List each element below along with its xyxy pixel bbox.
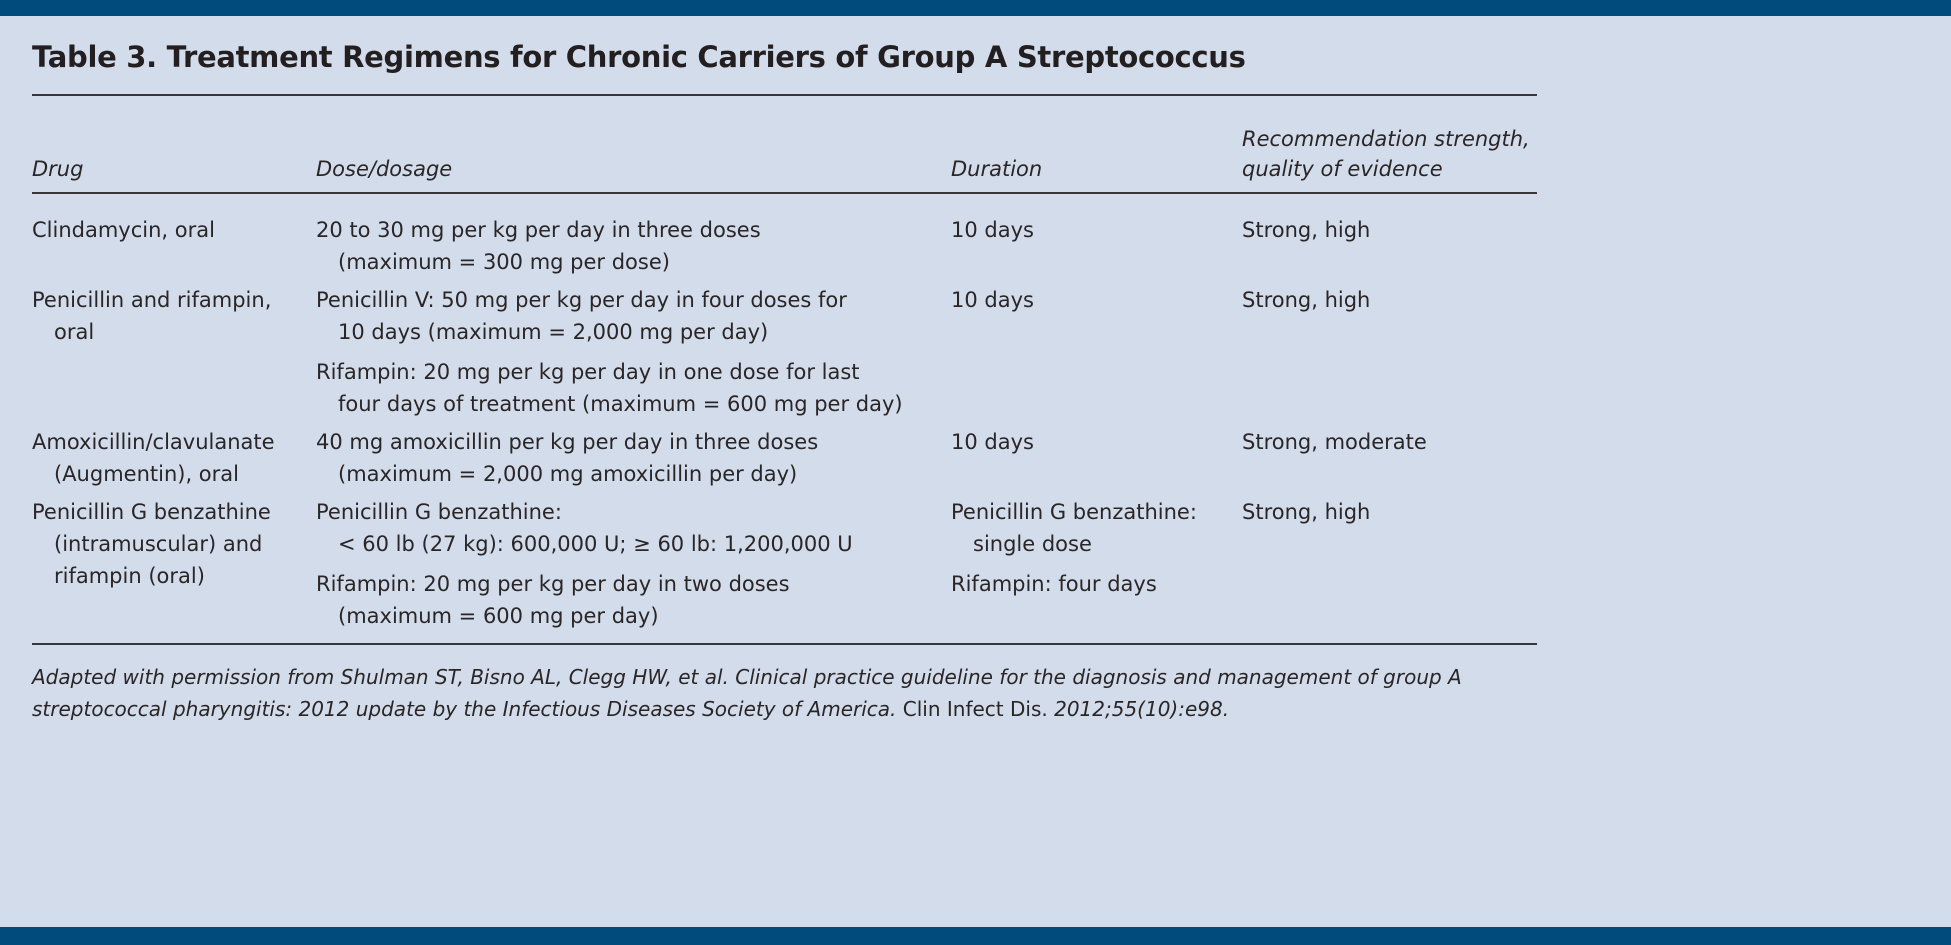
cell-line: 20 to 30 mg per kg per day in three dose… [316, 218, 761, 242]
cell-dose: Penicillin V: 50 mg per kg per day in fo… [316, 284, 903, 420]
header-duration: Duration [951, 157, 1043, 181]
cell-line: 10 days [951, 288, 1034, 312]
cell-drug: Amoxicillin/clavulanate (Augmentin), oral [32, 426, 275, 490]
cell-line: single dose [973, 532, 1092, 556]
cell-dose: 20 to 30 mg per kg per day in three dose… [316, 214, 761, 278]
cell-line: oral [54, 320, 95, 344]
cell-line: (intramuscular) and [54, 532, 263, 556]
cell-strength: Strong, high [1242, 496, 1370, 528]
cell-entry: Rifampin: 20 mg per kg per day in one do… [316, 356, 903, 420]
cell-line: (maximum = 600 mg per day) [338, 604, 659, 628]
cell-line: Penicillin G benzathine: [316, 500, 562, 524]
cell-entry: Penicillin V: 50 mg per kg per day in fo… [316, 284, 903, 348]
cell-line: Penicillin G benzathine: [951, 500, 1197, 524]
cell-line: four days of treatment (maximum = 600 mg… [338, 392, 903, 416]
cell-line: (maximum = 2,000 mg amoxicillin per day) [338, 462, 798, 486]
cell-entry: 10 days [951, 214, 1034, 246]
cell-line: (Augmentin), oral [54, 462, 239, 486]
cell-entry: 40 mg amoxicillin per kg per day in thre… [316, 426, 818, 490]
cell-entry: 20 to 30 mg per kg per day in three dose… [316, 214, 761, 278]
cell-strength: Strong, moderate [1242, 426, 1427, 458]
header-dose: Dose/dosage [316, 157, 453, 181]
footnote-journal: Clin Infect Dis. [896, 697, 1048, 721]
cell-duration: 10 days [951, 426, 1034, 458]
cell-strength: Strong, high [1242, 214, 1370, 246]
cell-duration: 10 days [951, 284, 1034, 316]
cell-entry: Strong, high [1242, 496, 1370, 528]
cell-line: < 60 lb (27 kg): 600,000 U; ≥ 60 lb: 1,2… [338, 532, 853, 556]
cell-entry: 10 days [951, 426, 1034, 458]
table-row: Penicillin G benzathine (intramuscular) a… [0, 496, 1951, 632]
cell-strength: Strong, high [1242, 284, 1370, 316]
cell-line: Penicillin V: 50 mg per kg per day in fo… [316, 288, 847, 312]
cell-entry: Clindamycin, oral [32, 214, 215, 246]
bottom-band [0, 927, 1951, 945]
cell-duration: 10 days [951, 214, 1034, 246]
cell-line: Rifampin: 20 mg per kg per day in two do… [316, 572, 790, 596]
cell-entry: Rifampin: 20 mg per kg per day in two do… [316, 568, 853, 632]
cell-line: 10 days [951, 430, 1034, 454]
table-row: Clindamycin, oral 20 to 30 mg per kg per … [0, 214, 1951, 278]
table-row: Penicillin and rifampin, oral Penicillin V… [0, 284, 1951, 420]
header-strength: Recommendation strength, quality of evid… [1242, 124, 1530, 184]
cell-entry: Penicillin G benzathine: < 60 lb (27 kg):… [316, 496, 853, 560]
table-body: Clindamycin, oral 20 to 30 mg per kg per … [0, 214, 1951, 638]
footnote-volume: 2012;55(10):e98. [1047, 697, 1230, 721]
table-title: Table 3. Treatment Regimens for Chronic … [32, 40, 1246, 74]
cell-line: Rifampin: 20 mg per kg per day in one do… [316, 360, 860, 384]
cell-line: Penicillin G benzathine [32, 500, 271, 524]
top-band [0, 0, 1951, 16]
footnote-citation: streptococcal pharyngitis: 2012 update b… [32, 697, 897, 721]
cell-line: 40 mg amoxicillin per kg per day in thre… [316, 430, 819, 454]
cell-entry: Penicillin and rifampin, oral [32, 284, 271, 348]
header-rule [32, 192, 1537, 194]
cell-line: Rifampin: four days [951, 572, 1157, 596]
cell-entry: Penicillin G benzathine: single dose [951, 496, 1197, 560]
cell-line: 10 days [951, 218, 1034, 242]
cell-duration: Penicillin G benzathine: single dose Rifam… [951, 496, 1197, 600]
cell-line: rifampin (oral) [54, 564, 205, 588]
cell-entry: Amoxicillin/clavulanate (Augmentin), oral [32, 426, 275, 490]
footnote-line1: Adapted with permission from Shulman ST,… [32, 665, 1462, 689]
cell-dose: 40 mg amoxicillin per kg per day in thre… [316, 426, 818, 490]
cell-line: Penicillin and rifampin, [32, 288, 272, 312]
cell-drug: Penicillin and rifampin, oral [32, 284, 271, 348]
cell-drug: Clindamycin, oral [32, 214, 215, 246]
header-strength-line2: quality of evidence [1242, 157, 1443, 181]
cell-entry: Strong, high [1242, 214, 1370, 246]
footnote: Adapted with permission from Shulman ST,… [32, 661, 1537, 725]
header-strength-line1: Recommendation strength, [1242, 127, 1530, 151]
cell-line: Strong, moderate [1242, 430, 1427, 454]
cell-entry: 10 days [951, 284, 1034, 316]
cell-entry: Strong, high [1242, 284, 1370, 316]
cell-line: Clindamycin, oral [32, 218, 215, 242]
cell-entry: Strong, moderate [1242, 426, 1427, 458]
footnote-line2: streptococcal pharyngitis: 2012 update b… [32, 693, 1537, 725]
cell-line: Strong, high [1242, 218, 1371, 242]
cell-entry: Rifampin: four days [951, 568, 1197, 600]
bottom-rule [32, 643, 1537, 645]
cell-line: Strong, high [1242, 288, 1371, 312]
header-drug: Drug [32, 157, 84, 181]
table-row: Amoxicillin/clavulanate (Augmentin), oral… [0, 426, 1951, 490]
title-rule [32, 94, 1537, 96]
cell-line: 10 days (maximum = 2,000 mg per day) [338, 320, 769, 344]
cell-line: Strong, high [1242, 500, 1371, 524]
cell-dose: Penicillin G benzathine: < 60 lb (27 kg):… [316, 496, 853, 632]
cell-entry: Penicillin G benzathine (intramuscular) a… [32, 496, 271, 592]
cell-line: (maximum = 300 mg per dose) [338, 250, 670, 274]
cell-drug: Penicillin G benzathine (intramuscular) a… [32, 496, 271, 592]
cell-line: Amoxicillin/clavulanate [32, 430, 275, 454]
